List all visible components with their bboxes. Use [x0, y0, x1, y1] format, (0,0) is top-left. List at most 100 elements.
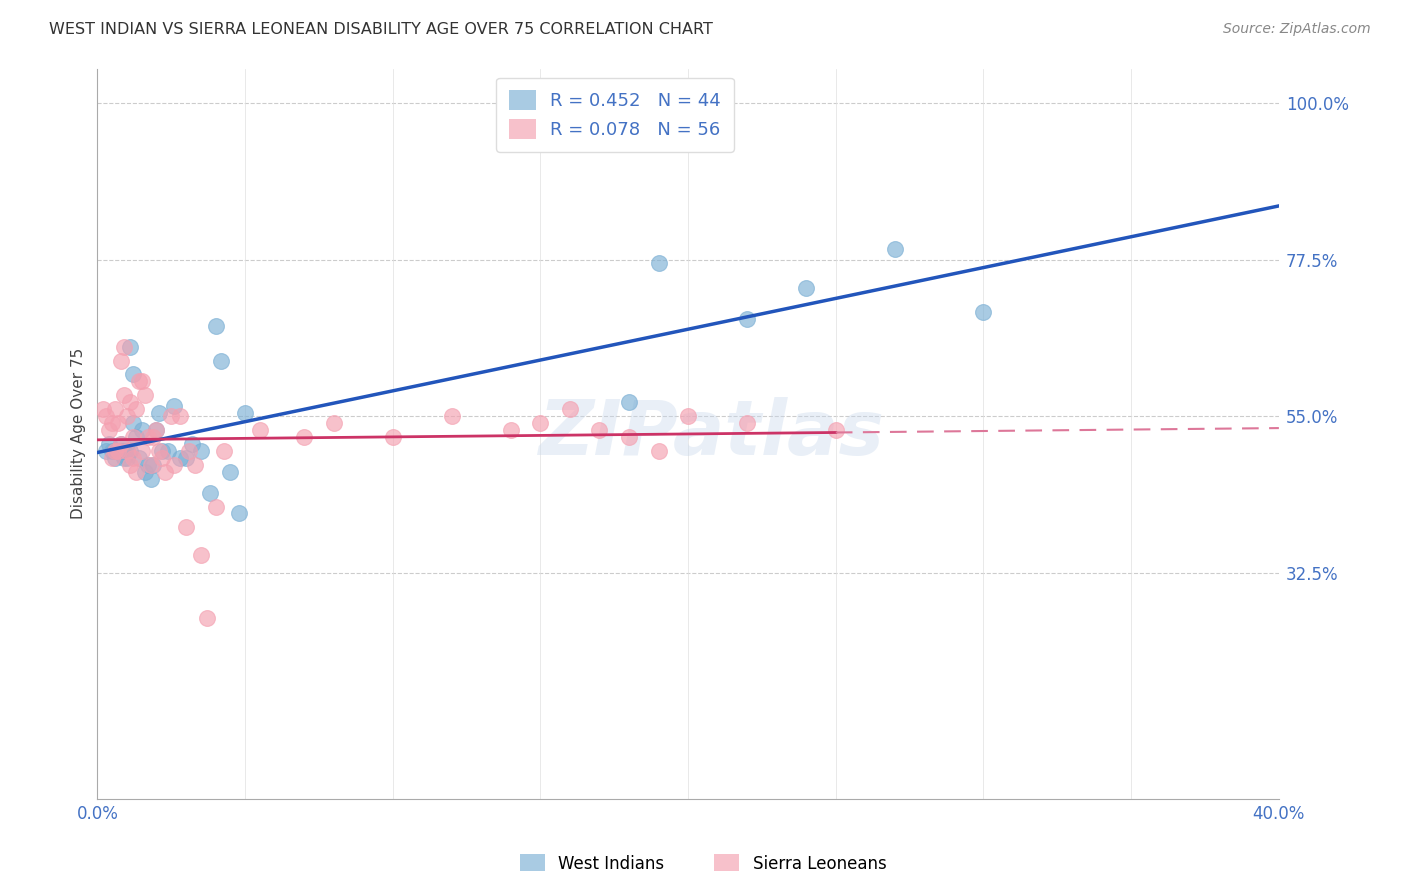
Point — [676, 409, 699, 424]
Point — [647, 256, 669, 270]
Point — [115, 444, 138, 458]
Point — [121, 430, 143, 444]
Point — [112, 340, 135, 354]
Point — [794, 280, 817, 294]
Point — [91, 402, 114, 417]
Point — [617, 430, 640, 444]
Point — [136, 458, 159, 472]
Point — [115, 450, 138, 465]
Point — [184, 458, 207, 472]
Point — [163, 458, 186, 472]
Point — [157, 444, 180, 458]
Point — [145, 423, 167, 437]
Point — [190, 548, 212, 562]
Point — [136, 430, 159, 444]
Point — [204, 500, 226, 514]
Point — [125, 465, 148, 479]
Point — [735, 416, 758, 430]
Point — [118, 458, 141, 472]
Point — [107, 416, 129, 430]
Point — [647, 444, 669, 458]
Point — [101, 416, 124, 430]
Point — [115, 444, 138, 458]
Point — [214, 444, 236, 458]
Point — [190, 444, 212, 458]
Point — [617, 395, 640, 409]
Point — [169, 450, 191, 465]
Point — [148, 444, 170, 458]
Point — [107, 444, 129, 458]
Point — [529, 416, 551, 430]
Point — [824, 423, 846, 437]
Point — [174, 520, 197, 534]
Point — [292, 430, 315, 444]
Point — [128, 375, 150, 389]
Point — [883, 242, 905, 256]
Point — [155, 465, 177, 479]
Point — [107, 444, 129, 458]
Point — [219, 465, 242, 479]
Point — [125, 430, 148, 444]
Point — [101, 444, 124, 458]
Point — [118, 395, 141, 409]
Point — [98, 423, 121, 437]
Text: ZIPatlas: ZIPatlas — [538, 397, 884, 470]
Point — [169, 409, 191, 424]
Point — [588, 423, 610, 437]
Point — [134, 388, 156, 402]
Point — [104, 444, 127, 458]
Point — [440, 409, 463, 424]
Point — [249, 423, 271, 437]
Point — [180, 437, 202, 451]
Point — [139, 458, 162, 472]
Point — [233, 406, 256, 420]
Point — [139, 472, 162, 486]
Point — [112, 444, 135, 458]
Text: Source: ZipAtlas.com: Source: ZipAtlas.com — [1223, 22, 1371, 37]
Point — [150, 450, 173, 465]
Point — [174, 450, 197, 465]
Point — [118, 444, 141, 458]
Point — [322, 416, 344, 430]
Point — [96, 444, 118, 458]
Point — [121, 450, 143, 465]
Point — [735, 311, 758, 326]
Point — [125, 402, 148, 417]
Point — [131, 444, 153, 458]
Point — [118, 340, 141, 354]
Point — [112, 388, 135, 402]
Point — [96, 409, 118, 424]
Point — [98, 437, 121, 451]
Point — [110, 353, 132, 368]
Point — [104, 444, 127, 458]
Point — [128, 450, 150, 465]
Point — [145, 423, 167, 437]
Point — [177, 444, 200, 458]
Point — [228, 507, 250, 521]
Point — [148, 406, 170, 420]
Point — [110, 437, 132, 451]
Point — [499, 423, 522, 437]
Point — [101, 450, 124, 465]
Point — [150, 444, 173, 458]
Point — [381, 430, 404, 444]
Legend: West Indians, Sierra Leoneans: West Indians, Sierra Leoneans — [513, 847, 893, 880]
Point — [110, 437, 132, 451]
Point — [104, 450, 127, 465]
Point — [112, 450, 135, 465]
Point — [142, 458, 165, 472]
Legend: R = 0.452   N = 44, R = 0.078   N = 56: R = 0.452 N = 44, R = 0.078 N = 56 — [496, 78, 734, 152]
Point — [195, 611, 218, 625]
Y-axis label: Disability Age Over 75: Disability Age Over 75 — [72, 348, 86, 519]
Point — [115, 409, 138, 424]
Point — [110, 444, 132, 458]
Point — [134, 465, 156, 479]
Point — [142, 430, 165, 444]
Text: WEST INDIAN VS SIERRA LEONEAN DISABILITY AGE OVER 75 CORRELATION CHART: WEST INDIAN VS SIERRA LEONEAN DISABILITY… — [49, 22, 713, 37]
Point — [121, 416, 143, 430]
Point — [104, 402, 127, 417]
Point — [198, 485, 221, 500]
Point — [209, 353, 232, 368]
Point — [131, 423, 153, 437]
Point — [558, 402, 581, 417]
